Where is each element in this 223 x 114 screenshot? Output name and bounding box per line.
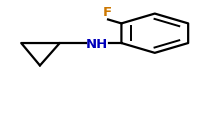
Text: NH: NH [86,38,108,51]
Text: F: F [102,6,112,19]
